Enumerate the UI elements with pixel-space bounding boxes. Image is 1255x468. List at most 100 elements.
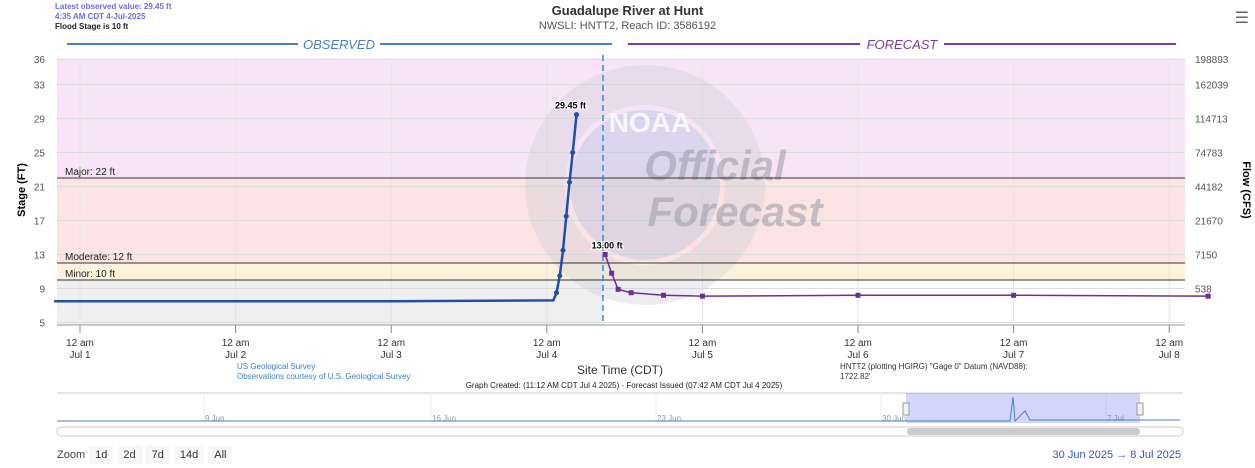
y-tick-label: 17 xyxy=(34,217,46,228)
y2-tick-label: 162039 xyxy=(1195,81,1229,92)
x-tick-time: 12 am xyxy=(1000,338,1028,349)
observed-point xyxy=(566,179,572,185)
zoom-controls: Zoom 1d 2d 7d 14d All xyxy=(57,446,233,464)
threshold-label: Major: 22 ft xyxy=(65,167,115,178)
y2-tick-label: 74783 xyxy=(1195,149,1223,160)
threshold-label: Moderate: 12 ft xyxy=(65,252,132,263)
forecast-point xyxy=(855,292,861,298)
zoom-14d-button[interactable]: 14d xyxy=(173,446,205,464)
noaa-logo-text: NOAA xyxy=(609,107,691,138)
zoom-2d-button[interactable]: 2d xyxy=(117,446,142,464)
forecast-point xyxy=(602,252,608,257)
x-tick-time: 12 am xyxy=(533,338,561,349)
latest-value: Latest observed value: 29.45 ft 4:35 AM C… xyxy=(55,2,172,22)
forecast-label: FORECAST xyxy=(867,37,939,52)
datum-note: HNTT2 (plotting HGIRG) "Gage 0" Datum (N… xyxy=(840,362,1028,371)
usgs-courtesy: Observations courtesy of U.S. Geological… xyxy=(237,372,410,381)
forecast-point xyxy=(1011,292,1017,298)
chart-title: Guadalupe River at Hunt xyxy=(551,3,704,18)
noaa-logo-ring xyxy=(525,65,765,305)
navigator-date-label: 16 Jun xyxy=(432,414,456,423)
navigator-date-label: 23 Jun xyxy=(657,414,681,423)
y2-tick-label: 7150 xyxy=(1195,251,1218,262)
flood-stage-note: Flood Stage is 10 ft xyxy=(55,22,129,31)
hamburger-menu-icon[interactable]: ☰ xyxy=(1234,10,1249,27)
x-tick-time: 12 am xyxy=(222,338,250,349)
zoom-1d-button[interactable]: 1d xyxy=(89,446,114,464)
x-tick-date: Jul 2 xyxy=(225,350,247,361)
navigator-date-label: 7 Jul xyxy=(1107,414,1124,423)
y-tick-label: 21 xyxy=(34,183,46,194)
x-tick-time: 12 am xyxy=(844,338,872,349)
navigator-series xyxy=(57,396,1180,423)
navigator-right-handle[interactable] xyxy=(1136,402,1144,416)
y2-tick-label: 21670 xyxy=(1195,217,1223,228)
y2-tick-label: 198893 xyxy=(1195,55,1229,66)
range-arrow: → xyxy=(1116,449,1128,461)
observed-peak-label: 29.45 ft xyxy=(555,101,586,111)
navigator-date-label: 9 Jun xyxy=(205,414,225,423)
observed-point xyxy=(574,112,580,118)
range-to[interactable]: 8 Jul 2025 xyxy=(1130,449,1181,461)
x-tick-date: Jul 7 xyxy=(1003,350,1025,361)
y2-tick-label: 44182 xyxy=(1195,183,1223,194)
watermark-forecast: Forecast xyxy=(647,188,824,235)
forecast-point xyxy=(628,290,634,296)
forecast-point xyxy=(1205,293,1211,299)
forecast-start-label: 13.00 ft xyxy=(592,241,623,251)
chart-subtitle: NWSLI: HNTT2, Reach ID: 3586192 xyxy=(538,20,717,32)
y-tick-label: 13 xyxy=(34,251,46,262)
x-tick-date: Jul 5 xyxy=(692,350,714,361)
x-tick-date: Jul 6 xyxy=(847,350,869,361)
navigator-left-handle[interactable] xyxy=(902,402,910,416)
threshold-label: Minor: 10 ft xyxy=(65,269,115,280)
x-tick-date: Jul 1 xyxy=(69,350,91,361)
x-tick-time: 12 am xyxy=(377,338,405,349)
observed-point xyxy=(557,273,563,279)
forecast-point xyxy=(615,286,621,292)
noaa-logo xyxy=(570,110,720,260)
x-tick-date: Jul 4 xyxy=(536,350,558,361)
x-tick-time: 12 am xyxy=(1155,338,1183,349)
observed-point xyxy=(560,247,566,253)
scrollbar-track[interactable] xyxy=(56,426,1184,437)
y-tick-label: 33 xyxy=(34,81,46,92)
zoom-label: Zoom xyxy=(57,449,86,461)
hydrograph-chart: 36 198893 33 162039 29 114713 25 74783 21 44182 17… xyxy=(16,37,1252,437)
graph-created-note: Graph Created: (11:12 AM CDT Jul 4 2025)… xyxy=(466,381,783,390)
observed-point xyxy=(570,150,576,155)
latest-time-text: 4:35 AM CDT 4-Jul-2025 xyxy=(55,12,146,21)
latest-value-text: Latest observed value: 29.45 ft xyxy=(55,2,172,11)
x-tick-time: 12 am xyxy=(66,338,94,349)
x-tick-time: 12 am xyxy=(689,338,717,349)
x-axis-title: Site Time (CDT) xyxy=(577,363,663,377)
y2-tick-label: 538 xyxy=(1195,285,1212,296)
scrollbar-thumb[interactable] xyxy=(907,428,1140,435)
observed-point xyxy=(563,213,569,219)
y2-tick-label: 114713 xyxy=(1195,115,1228,126)
x-tick-date: Jul 8 xyxy=(1159,350,1181,361)
forecast-point xyxy=(609,270,615,276)
zoom-all-button[interactable]: All xyxy=(208,446,233,464)
y2-axis-title: Flow (CFS) xyxy=(1240,161,1252,219)
watermark-official: Official xyxy=(644,142,787,189)
zoom-7d-button[interactable]: 7d xyxy=(145,446,170,464)
usgs-credit: US Geological Survey xyxy=(237,362,315,371)
forecast-point xyxy=(699,293,705,299)
y-tick-label: 9 xyxy=(39,285,45,296)
observed-label: OBSERVED xyxy=(303,37,375,52)
date-range[interactable]: 30 Jun 2025 → 8 Jul 2025 xyxy=(1053,449,1181,461)
minor-flood-band xyxy=(57,263,1185,280)
navigator-selection xyxy=(906,393,1140,423)
y-tick-label: 29 xyxy=(34,115,46,126)
forecast-point xyxy=(661,292,666,298)
y-tick-label: 25 xyxy=(34,149,46,160)
datum-value: 1722.82' xyxy=(840,372,871,381)
y-axis-title: Stage (FT) xyxy=(16,163,28,217)
y-tick-label: 5 xyxy=(39,319,45,330)
navigator-date-label: 30 Jun xyxy=(882,414,906,423)
x-tick-date: Jul 3 xyxy=(381,350,403,361)
observed-point xyxy=(554,290,560,296)
range-from[interactable]: 30 Jun 2025 xyxy=(1052,449,1114,461)
y-tick-label: 36 xyxy=(34,55,46,66)
